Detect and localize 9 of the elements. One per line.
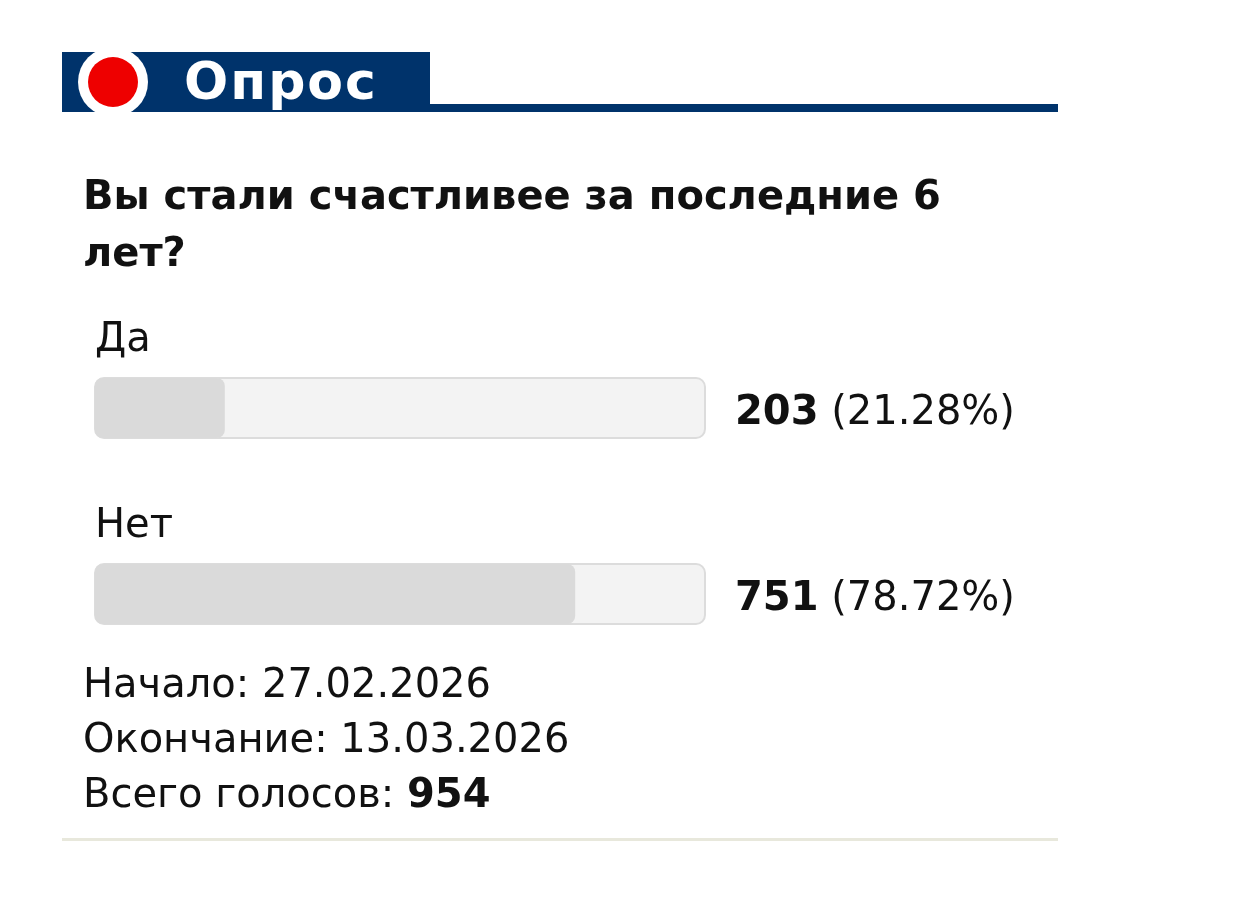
data-label: 751 (78.72%) bbox=[735, 573, 1015, 619]
text: Начало: 27.02.2026 bbox=[83, 660, 491, 706]
y-tick-label: Нет bbox=[95, 500, 173, 546]
chart-subtitle: Вы стали счастливее за последние 6 лет? bbox=[83, 172, 941, 275]
text: Окончание: 13.03.2026 bbox=[83, 715, 570, 761]
y-tick-label: Да bbox=[95, 314, 151, 360]
data-label: 203 (21.28%) bbox=[735, 387, 1015, 433]
text: Всего голосов: 954 bbox=[83, 770, 491, 816]
chart-title: Опрос bbox=[184, 51, 378, 111]
